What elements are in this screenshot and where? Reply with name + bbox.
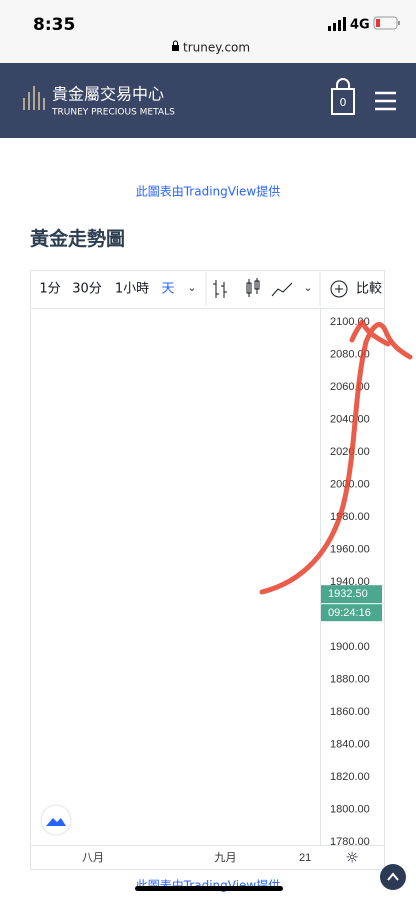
home-indicator xyxy=(135,886,283,891)
bar-type-icons[interactable] xyxy=(213,278,293,298)
time: 8:35 xyxy=(33,15,75,35)
y-tick-label: 1800.00 xyxy=(330,803,370,815)
site-header xyxy=(0,63,416,138)
y-tick-label: 1860.00 xyxy=(330,706,370,718)
dropdown[interactable]: ⌄ xyxy=(303,281,312,294)
y-tick-label: 2060.00 xyxy=(330,381,370,393)
y-tick-label: 2040.00 xyxy=(330,413,370,425)
battery xyxy=(373,16,400,30)
interval[interactable]: 30分 xyxy=(72,282,102,297)
cart[interactable]: 0 xyxy=(331,78,355,115)
heading: 黃金走勢圖 xyxy=(30,227,125,250)
brand[interactable]: 貴金屬交易中心 xyxy=(52,85,164,104)
x-tick-label: 八月 xyxy=(82,852,104,864)
x-tick-label: 21 xyxy=(299,852,311,864)
y-tick-label: 1960.00 xyxy=(330,543,370,555)
x-tick-label: 九月 xyxy=(215,851,237,864)
signal xyxy=(328,17,346,31)
chart-frame xyxy=(30,270,385,870)
url[interactable]: truney.com xyxy=(183,41,250,55)
credit[interactable]: 此圖表由TradingView提供 xyxy=(136,184,281,199)
compare-label[interactable]: 比較 xyxy=(356,282,382,297)
y-tick-label: 1940.00 xyxy=(330,576,370,588)
scroll-top[interactable] xyxy=(380,864,406,890)
interval[interactable]: 天 xyxy=(161,282,174,297)
y-tick-label: 1820.00 xyxy=(330,771,370,783)
network: 4G xyxy=(350,18,370,33)
interval[interactable]: 1分 xyxy=(39,282,60,297)
logo-mark xyxy=(23,86,45,110)
tradingview-logo[interactable] xyxy=(40,804,72,836)
hand-drawn-arrow xyxy=(259,319,413,595)
dropdown[interactable]: ⌄ xyxy=(187,281,196,294)
status-bar xyxy=(0,0,416,63)
y-tick-label: 2080.00 xyxy=(330,348,370,360)
last-price-label: 1932.50 xyxy=(328,588,368,600)
menu[interactable] xyxy=(375,91,396,111)
brand-en: TRUNEY PRECIOUS METALS xyxy=(51,108,175,118)
lock-icon xyxy=(172,40,179,51)
y-tick-label: 1880.00 xyxy=(330,673,370,685)
compare[interactable]: 比較 xyxy=(330,280,382,298)
cart-count: 0 xyxy=(340,96,347,109)
countdown-box xyxy=(321,604,382,622)
settings[interactable]: ☼ xyxy=(345,849,358,867)
y-tick-label: 1780.00 xyxy=(330,836,370,848)
countdown: 09:24:16 xyxy=(328,607,371,619)
y-tick-label: 1840.00 xyxy=(330,738,370,750)
interval[interactable]: 1小時 xyxy=(115,282,149,297)
y-tick-label: 1900.00 xyxy=(330,641,370,653)
last-price-box xyxy=(321,585,382,604)
